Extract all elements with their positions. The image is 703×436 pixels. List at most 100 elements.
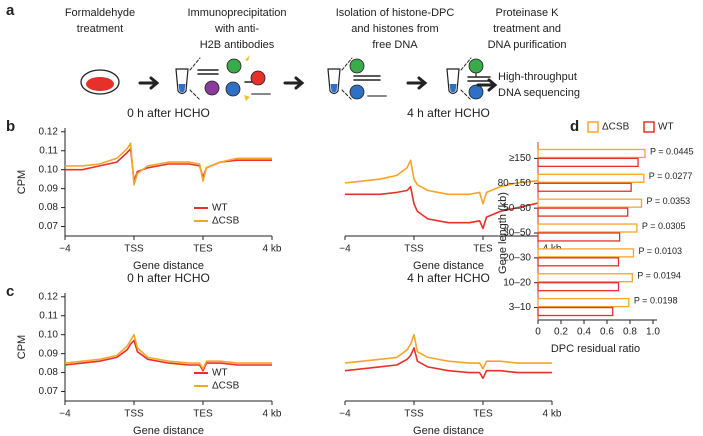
series-line — [344, 159, 553, 205]
y-tick-label: 0.11 — [39, 310, 58, 321]
x-tick-label: 4 kb — [263, 244, 282, 255]
step-text: with anti- — [214, 23, 259, 35]
bar — [537, 207, 629, 217]
bar — [537, 232, 621, 242]
series-line — [344, 347, 552, 380]
y-axis-label: Gene length (kb) — [497, 192, 509, 274]
p-value: P = 0.0194 — [637, 271, 681, 281]
y-tick-label: 80–150 — [498, 178, 532, 189]
p-value: P = 0.0103 — [638, 246, 682, 256]
x-tick-label: TSS — [404, 409, 424, 420]
legend-label: ΔCSB — [602, 122, 630, 133]
y-tick-label: 0.10 — [39, 164, 59, 175]
x-axis-label: DPC residual ratio — [551, 343, 640, 355]
p-value: P = 0.0353 — [647, 196, 691, 206]
y-tick-label: 0.10 — [39, 329, 59, 340]
legend-label: ΔCSB — [212, 381, 240, 392]
bar — [537, 223, 638, 233]
bar — [537, 248, 635, 258]
y-tick-label: 0.11 — [39, 145, 58, 156]
y-axis-label: CPM — [16, 335, 28, 359]
y-tick-label: 0.12 — [39, 291, 59, 302]
x-tick-label: TES — [193, 409, 213, 420]
y-tick-label: 0.08 — [39, 367, 59, 378]
y-tick-label: 0.07 — [39, 221, 59, 232]
p-value: P = 0.0198 — [634, 295, 678, 305]
chart-title: 4 h after HCHO — [407, 271, 490, 285]
x-axis-label: Gene distance — [413, 260, 484, 272]
panel-label: d — [570, 118, 579, 135]
x-axis-label: Gene distance — [133, 425, 204, 436]
x-tick-label: TES — [473, 244, 493, 255]
series-line — [345, 185, 553, 230]
p-value: P = 0.0305 — [642, 221, 686, 231]
bar — [537, 198, 643, 208]
step-text: treatment — [77, 23, 123, 35]
bar — [537, 282, 620, 292]
y-tick-label: 20–30 — [503, 252, 531, 263]
legend-swatch — [643, 121, 655, 133]
y-tick-label: 10–20 — [503, 277, 531, 288]
bar — [537, 157, 639, 168]
x-tick-label: −4 — [339, 244, 351, 255]
x-axis-label: Gene distance — [133, 260, 204, 272]
step-text: Isolation of histone-DPC — [336, 7, 455, 19]
step-text: DNA sequencing — [498, 87, 580, 99]
y-tick-label: 30–50 — [503, 228, 531, 239]
panel-label: b — [6, 118, 15, 135]
x-tick-label: 0.8 — [623, 327, 637, 338]
legend-swatch — [587, 121, 599, 133]
y-tick-label: 0.08 — [39, 202, 59, 213]
chart-title: 0 h after HCHO — [127, 271, 210, 285]
panel-label: c — [6, 283, 14, 300]
chart-title: 4 h after HCHO — [407, 106, 490, 120]
x-tick-label: 4 kb — [263, 409, 282, 420]
bar — [537, 257, 620, 267]
x-tick-label: 0.2 — [554, 327, 568, 338]
p-value: P = 0.0445 — [650, 146, 694, 156]
step-text: H2B antibodies — [200, 39, 275, 51]
x-tick-label: TES — [473, 409, 493, 420]
p-value: P = 0.0277 — [649, 171, 693, 181]
x-tick-label: −4 — [59, 244, 71, 255]
legend-label: WT — [212, 368, 228, 379]
y-tick-label: 0.12 — [39, 126, 59, 137]
step-text: Proteinase K — [496, 7, 560, 19]
y-tick-label: 0.09 — [39, 183, 59, 194]
x-tick-label: −4 — [339, 409, 351, 420]
x-axis-label: Gene distance — [413, 425, 484, 436]
bar — [537, 306, 614, 317]
x-tick-label: TSS — [124, 409, 144, 420]
step-text: High-throughput — [498, 71, 577, 83]
y-tick-label: ≥150 — [509, 153, 532, 164]
x-tick-label: TES — [193, 244, 213, 255]
legend-label: WT — [212, 203, 228, 214]
bar — [537, 273, 633, 283]
x-tick-label: 0 — [535, 327, 541, 338]
step-text: free DNA — [372, 39, 418, 51]
y-tick-label: 50–80 — [503, 203, 531, 214]
series-line — [64, 339, 272, 372]
y-tick-label: 0.09 — [39, 348, 59, 359]
x-tick-label: −4 — [59, 409, 71, 420]
series-line — [344, 333, 552, 370]
x-tick-label: 0.6 — [600, 327, 614, 338]
bar — [537, 297, 630, 308]
y-tick-label: 3–10 — [509, 302, 532, 313]
series-line — [65, 142, 272, 186]
bar — [537, 182, 632, 192]
y-axis-label: CPM — [16, 170, 28, 194]
bar — [537, 148, 646, 159]
legend-label: ΔCSB — [212, 216, 240, 227]
step-text: DNA purification — [488, 39, 567, 51]
step-text: Formaldehyde — [65, 7, 135, 19]
bar — [537, 173, 645, 183]
y-tick-label: 0.07 — [39, 386, 59, 397]
legend-label: WT — [658, 122, 674, 133]
schematic-icons — [80, 55, 498, 101]
step-text: treatment and — [493, 23, 561, 35]
x-tick-label: TSS — [124, 244, 144, 255]
step-text: Immunoprecipitation — [187, 7, 286, 19]
x-tick-label: 4 kb — [543, 409, 562, 420]
